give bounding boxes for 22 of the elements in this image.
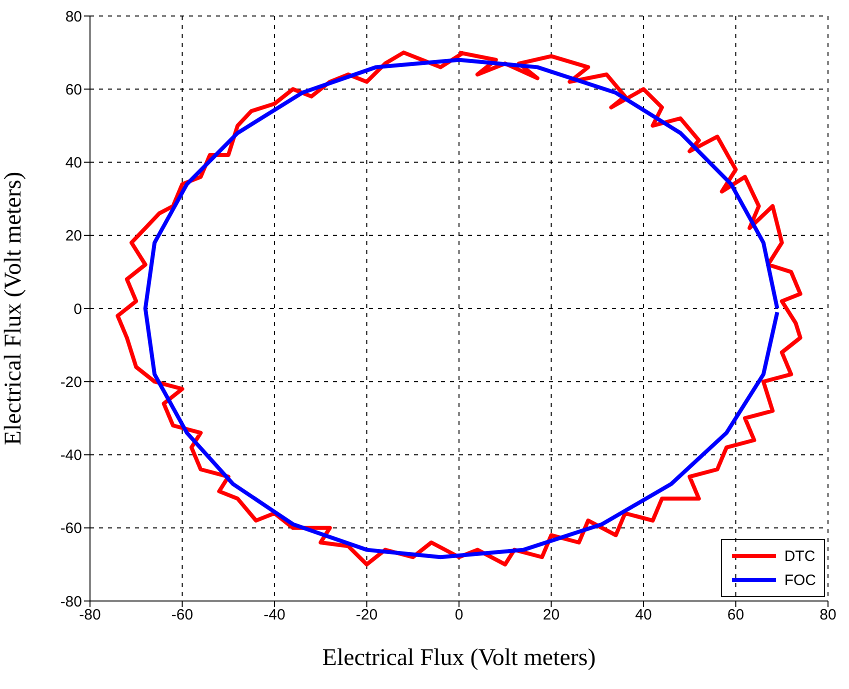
- x-tick-label: -60: [171, 606, 194, 624]
- x-axis-title: Electrical Flux (Volt meters): [322, 645, 596, 671]
- x-tick-label: 20: [542, 606, 560, 624]
- y-tick-label: -60: [60, 520, 82, 538]
- legend-label: DTC: [784, 548, 816, 564]
- y-tick-label: -40: [60, 447, 82, 464]
- x-tick-label: 0: [454, 606, 464, 624]
- y-tick-label: -80: [60, 593, 82, 610]
- y-tick-label: 60: [65, 81, 82, 98]
- x-tick-label: 40: [635, 606, 652, 624]
- x-tick-label: -40: [264, 606, 286, 624]
- x-tick-label: 60: [727, 606, 744, 624]
- y-tick-label: 80: [65, 8, 82, 26]
- y-tick-label: -20: [60, 374, 82, 391]
- y-tick-label: 40: [65, 154, 82, 172]
- x-tick-label: 80: [820, 606, 836, 624]
- y-tick-label: 20: [65, 228, 82, 245]
- y-tick-label: 0: [74, 300, 82, 318]
- x-tick-label: -20: [356, 606, 378, 624]
- legend-label: FOC: [784, 572, 816, 588]
- y-axis-title: Electrical Flux (Volt meters): [0, 172, 27, 446]
- x-tick-label: -80: [79, 606, 101, 624]
